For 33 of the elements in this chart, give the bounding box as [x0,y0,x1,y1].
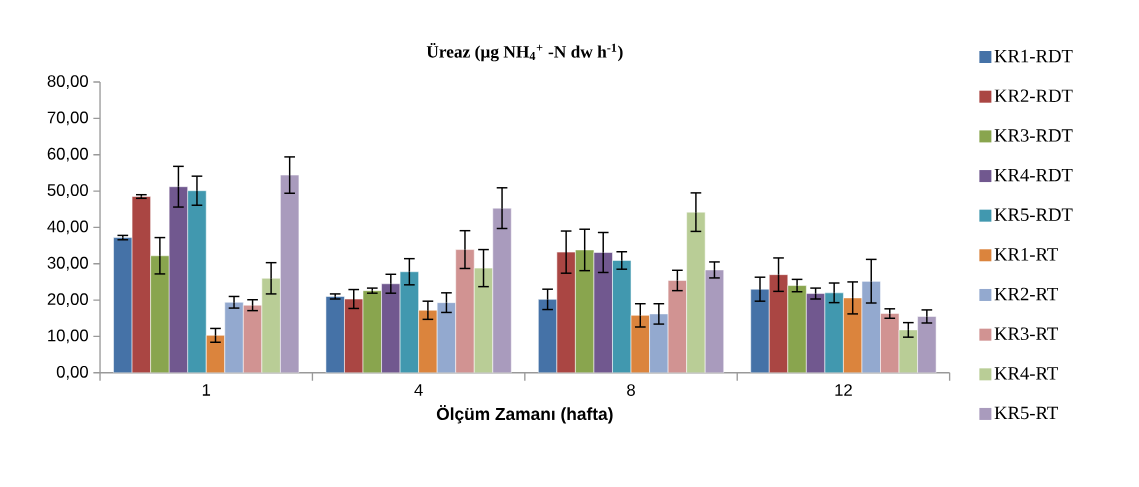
y-tick-label: 10,00 [48,329,88,344]
bar [861,281,881,373]
bar [436,302,456,373]
x-tick-label: 1 [202,384,211,396]
bar [224,302,244,373]
y-tick-label: 20,00 [47,293,88,308]
x-tick-label: 4 [414,384,423,396]
bar [205,335,226,373]
y-tick-label: 40,00 [47,220,88,235]
bar [630,315,650,373]
x-tick-label: 8 [627,384,635,397]
x-axis-title: Ölçüm Zamanı (hafta) [436,405,613,424]
chart-title: Üreaz (µg NH$_{4}$$^{+}$ -N dw h$^{-1}$) [426,43,623,62]
y-tick-label: 70,00 [47,111,88,126]
legend-label: KR2-RDT [994,89,1073,103]
y-tick-label: 30,00 [47,256,88,271]
legend-label: KR5-RDT [994,208,1073,222]
y-tick-label: 0,00 [56,366,88,380]
legend-label: KR4-RT [994,367,1058,380]
legend-label: KR4-RDT [994,169,1073,182]
legend-label: KR5-RT [994,406,1058,420]
bar [843,297,863,373]
legend-label: KR1-RDT [994,49,1073,63]
y-tick-label: 60,00 [47,147,88,162]
bar [649,313,669,373]
legend-label: KR3-RT [994,327,1058,341]
legend-label: KR2-RT [994,287,1058,301]
x-tick-label: 12 [835,384,852,396]
legend-label: KR3-RDT [994,129,1073,142]
legend-label: KR1-RT [994,248,1058,261]
y-tick-label: 50,00 [47,184,88,199]
y-tick-label: 80,00 [47,75,88,90]
bar [418,310,438,373]
